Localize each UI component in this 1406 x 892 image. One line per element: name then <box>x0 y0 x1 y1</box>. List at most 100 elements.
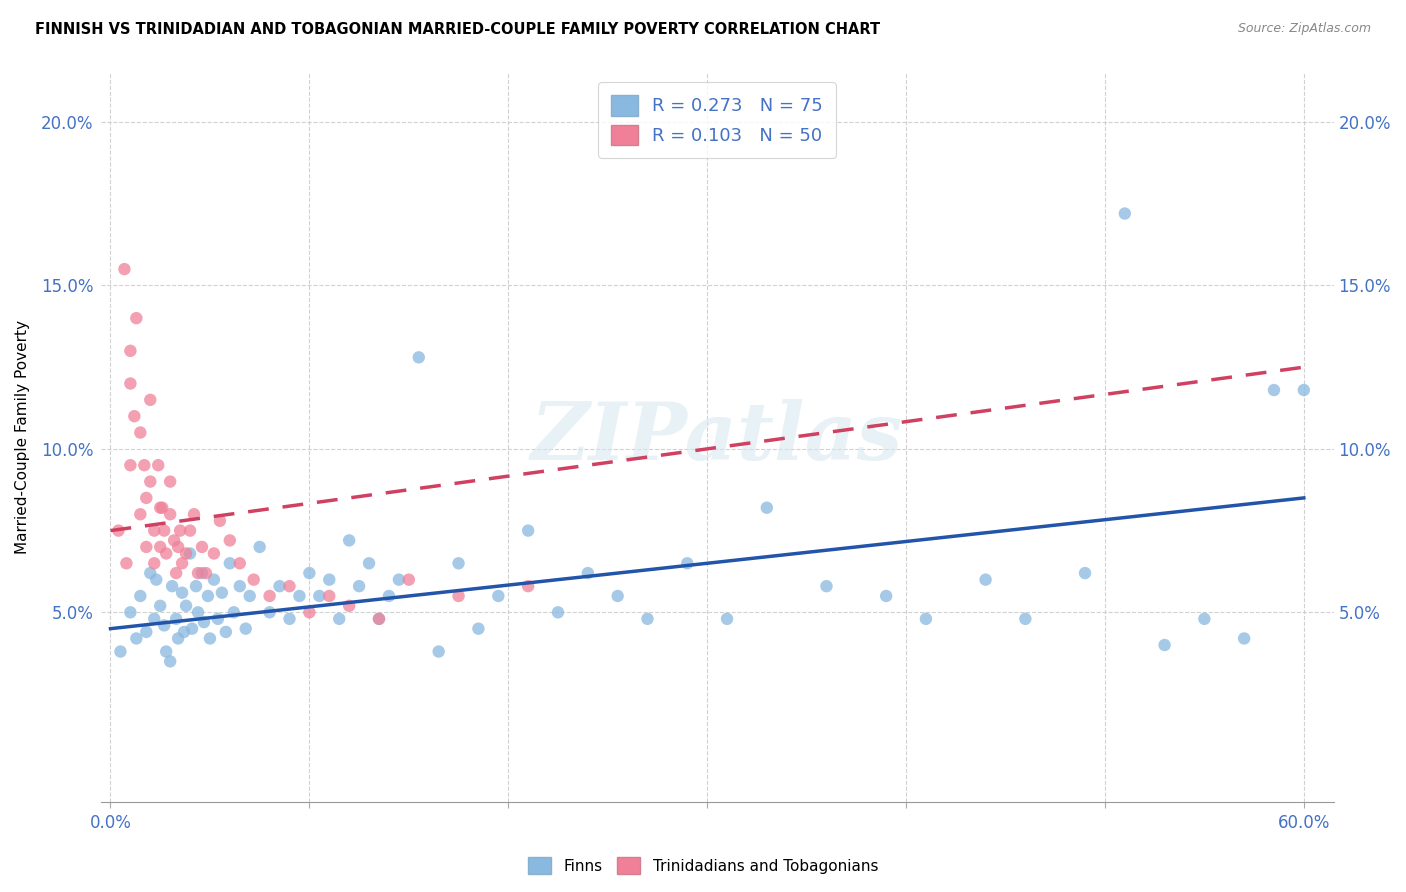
Point <box>974 573 997 587</box>
Point <box>149 599 172 613</box>
Point <box>148 458 170 473</box>
Point <box>208 514 231 528</box>
Point <box>1194 612 1216 626</box>
Point <box>318 589 340 603</box>
Point <box>129 508 152 522</box>
Point <box>269 579 291 593</box>
Point <box>915 612 938 626</box>
Point <box>165 612 187 626</box>
Text: Source: ZipAtlas.com: Source: ZipAtlas.com <box>1237 22 1371 36</box>
Point <box>125 311 148 326</box>
Point <box>184 579 207 593</box>
Point <box>357 556 380 570</box>
Point <box>378 589 401 603</box>
Point <box>120 376 142 391</box>
Point <box>143 556 166 570</box>
Point <box>167 540 190 554</box>
Point <box>167 632 190 646</box>
Point <box>815 579 838 593</box>
Point <box>576 566 599 580</box>
Point <box>135 491 157 505</box>
Point <box>229 556 252 570</box>
Point <box>143 524 166 538</box>
Point <box>134 458 156 473</box>
Legend: Finns, Trinidadians and Tobagonians: Finns, Trinidadians and Tobagonians <box>522 851 884 880</box>
Point <box>517 524 540 538</box>
Point <box>249 540 271 554</box>
Point <box>173 624 195 639</box>
Point <box>159 654 181 668</box>
Point <box>1292 383 1315 397</box>
Point <box>172 585 194 599</box>
Text: FINNISH VS TRINIDADIAN AND TOBAGONIAN MARRIED-COUPLE FAMILY POVERTY CORRELATION : FINNISH VS TRINIDADIAN AND TOBAGONIAN MA… <box>35 22 880 37</box>
Point <box>187 605 209 619</box>
Point <box>347 579 370 593</box>
Point <box>183 508 205 522</box>
Point <box>194 566 217 580</box>
Point <box>716 612 738 626</box>
Point <box>235 622 257 636</box>
Point <box>159 475 181 489</box>
Point <box>328 612 350 626</box>
Point <box>139 392 162 407</box>
Point <box>211 585 233 599</box>
Point <box>755 500 778 515</box>
Point <box>298 566 321 580</box>
Point <box>218 533 240 548</box>
Point <box>1153 638 1175 652</box>
Point <box>278 612 301 626</box>
Point <box>239 589 262 603</box>
Point <box>637 612 659 626</box>
Point <box>115 556 138 570</box>
Point <box>187 566 209 580</box>
Point <box>181 622 204 636</box>
Point <box>149 500 172 515</box>
Point <box>1263 383 1285 397</box>
Point <box>155 546 177 560</box>
Point <box>149 540 172 554</box>
Point <box>197 589 219 603</box>
Point <box>153 524 176 538</box>
Point <box>278 579 301 593</box>
Point <box>125 632 148 646</box>
Point <box>676 556 699 570</box>
Point <box>120 458 142 473</box>
Point <box>368 612 391 626</box>
Point <box>159 508 181 522</box>
Point <box>155 644 177 658</box>
Point <box>145 573 167 587</box>
Point <box>318 573 340 587</box>
Point <box>202 573 225 587</box>
Point <box>467 622 489 636</box>
Point <box>143 612 166 626</box>
Point <box>150 500 173 515</box>
Point <box>129 589 152 603</box>
Point <box>135 624 157 639</box>
Point <box>229 579 252 593</box>
Point <box>447 589 470 603</box>
Point <box>179 546 201 560</box>
Point <box>120 605 142 619</box>
Point <box>308 589 330 603</box>
Point <box>408 351 430 365</box>
Point <box>427 644 450 658</box>
Point <box>202 546 225 560</box>
Point <box>606 589 628 603</box>
Point <box>1233 632 1256 646</box>
Point <box>259 605 281 619</box>
Point <box>120 343 142 358</box>
Point <box>242 573 264 587</box>
Point <box>139 566 162 580</box>
Point <box>191 540 214 554</box>
Point <box>191 566 214 580</box>
Point <box>875 589 897 603</box>
Point <box>107 524 129 538</box>
Y-axis label: Married-Couple Family Poverty: Married-Couple Family Poverty <box>15 320 30 555</box>
Point <box>163 533 186 548</box>
Point <box>218 556 240 570</box>
Legend: R = 0.273   N = 75, R = 0.103   N = 50: R = 0.273 N = 75, R = 0.103 N = 50 <box>599 82 837 158</box>
Point <box>259 589 281 603</box>
Point <box>172 556 194 570</box>
Point <box>179 524 201 538</box>
Point <box>1114 206 1136 220</box>
